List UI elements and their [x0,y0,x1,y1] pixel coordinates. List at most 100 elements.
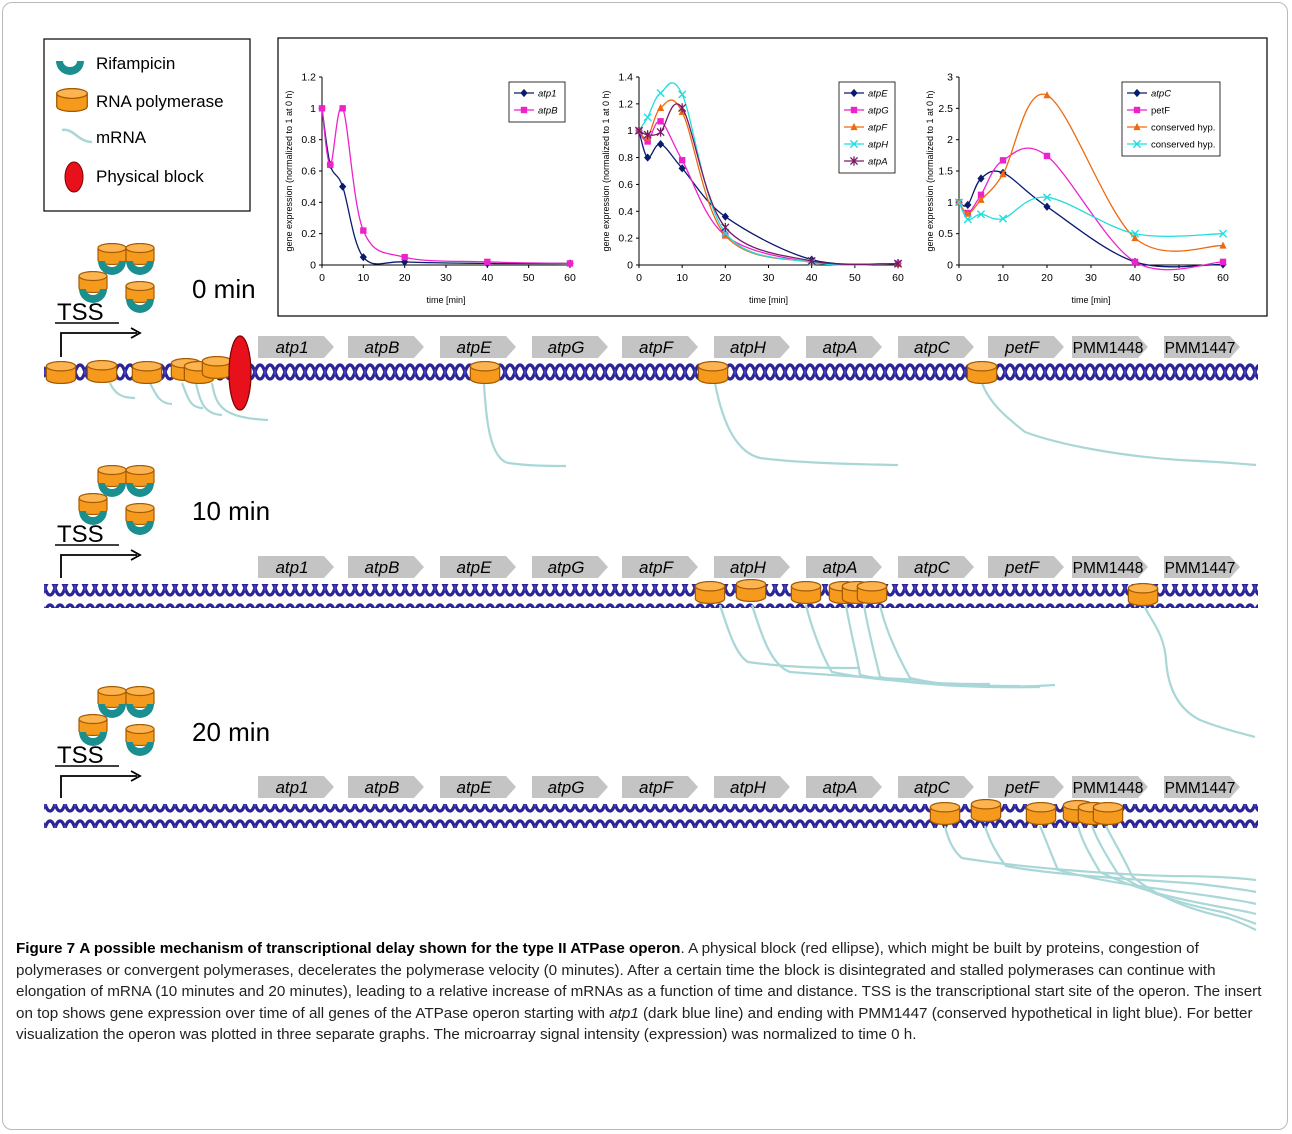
gene-label: atpG [548,778,585,797]
x-tick-label: 20 [1041,272,1053,284]
rna-polymerase [45,361,77,384]
y-tick-label: 0 [627,260,633,272]
gene-arrow-shape [348,556,424,578]
x-tick-label: 10 [997,272,1009,284]
polymerase-with-rifampicin [125,243,155,275]
gene-label: petF [1004,778,1041,797]
time-label: 0 min [192,274,256,304]
gene-atpF: atpF [622,556,698,578]
y-tick-label: 0 [947,260,953,272]
rna-polymerase-icon [56,88,88,112]
data-point-atpa-4 [721,222,730,232]
time-label: 10 min [192,496,270,526]
data-point-atpa-1 [643,130,652,140]
time-label: 20 min [192,717,270,747]
data-point-atpg-1 [644,138,651,145]
mrna-strand [862,604,1041,689]
physical-block-icon [64,161,84,193]
data-point-conserved-hyp--1 [963,215,972,224]
data-point-atpb-legend [520,106,528,114]
y-tick-label: 0 [310,260,316,272]
gene-label: PMM1448 [1073,780,1144,797]
tss-arrowhead [130,327,142,339]
gene-arrow-shape [532,556,608,578]
mrna-transcripts [943,825,1257,931]
gene-arrow-shape [440,776,516,798]
gene-label: PMM1447 [1165,560,1236,577]
y-tick-label: 1.5 [938,166,953,178]
mrna-strand [943,825,1257,882]
mrna-strand [1076,825,1257,916]
gene-atpB: atpB [348,556,424,578]
mrna-strand [1105,825,1257,931]
gene-atpG: atpG [532,776,608,798]
figure-canvas: Rifampicin RNA polymerase mRNA Physical … [43,37,1268,931]
gene-atp1: atp1 [258,336,334,358]
data-point-atph-2 [656,89,665,98]
gene-arrow-shape [1072,336,1148,358]
gene-label: atpA [823,778,858,797]
y-tick-label: 1 [627,125,633,137]
rna-polymerase [1127,583,1159,606]
mrna-transcripts [718,604,1256,739]
x-axis-label: time [min] [1071,295,1110,305]
data-point-petf-4 [1043,152,1051,160]
data-point-conserved-hyp--4 [1042,193,1052,202]
x-tick-label: 40 [806,272,818,284]
mrna-strand [1038,825,1257,906]
rna-polymerase [735,579,767,602]
gene-label: atpE [457,558,493,577]
x-tick-label: 10 [357,272,369,284]
gene-label: PMM1447 [1165,780,1236,797]
gene-label: atpE [457,338,493,357]
gene-label: atpC [914,778,951,797]
gene-label: atpH [730,558,767,577]
rna-polymerase [697,361,729,384]
mrna-strand [194,382,223,417]
legend-entry-label: atpA [868,157,888,168]
y-tick-label: 0.6 [301,166,316,178]
x-tick-label: 10 [676,272,688,284]
rna-polymerase [1025,802,1057,825]
polymerase-with-rifampicin [97,686,127,718]
x-tick-label: 60 [892,272,904,284]
y-tick-label: 1.4 [618,72,633,84]
data-point-atpe-3 [678,164,686,173]
gene-arrow-shape [806,336,882,358]
gene-label: PMM1448 [1073,560,1144,577]
data-point-atpg-2 [657,118,664,125]
mrna-strand [180,382,204,410]
gene-atpE: atpE [440,776,516,798]
y-tick-label: 0.2 [301,228,316,240]
legend-entry-label: conserved hyp. [1151,140,1215,151]
gene-label: atpG [548,338,585,357]
legend-entry-label: atpE [868,89,888,100]
data-point-conserved-hyp--3 [999,170,1007,178]
legend-entry-label: atpG [868,106,889,117]
gene-arrow-shape [988,556,1064,578]
data-point-atpe-2 [656,140,665,149]
gene-arrow-shape [622,776,698,798]
gene-arrow-shape [1164,336,1240,358]
gene-atpA: atpA [806,336,882,358]
polymerase-with-rifampicin [125,503,155,535]
rna-polymerase [790,581,822,604]
x-tick-label: 30 [440,272,452,284]
data-point-conserved-hyp--2 [977,195,985,203]
legend-label-rna-polymerase: RNA polymerase [96,92,224,111]
data-point-atpe-1 [644,153,652,162]
y-tick-label: 1.2 [301,72,316,84]
tss-arrow [60,332,137,357]
gene-arrow-shape [806,776,882,798]
data-point-atpg-3 [678,157,686,164]
gene-label: atpA [823,338,858,357]
gene-atpG: atpG [532,336,608,358]
gene-arrow-shape [988,776,1064,798]
y-axis-label: gene expression (normalized to 1 at 0 h) [925,90,935,251]
gene-PMM1447: PMM1447 [1164,336,1240,358]
gene-arrow-shape [714,776,790,798]
data-point-conserved-hyp--legend [1133,122,1141,131]
gene-arrow-shape [714,556,790,578]
data-point-atpf-legend [850,122,858,131]
